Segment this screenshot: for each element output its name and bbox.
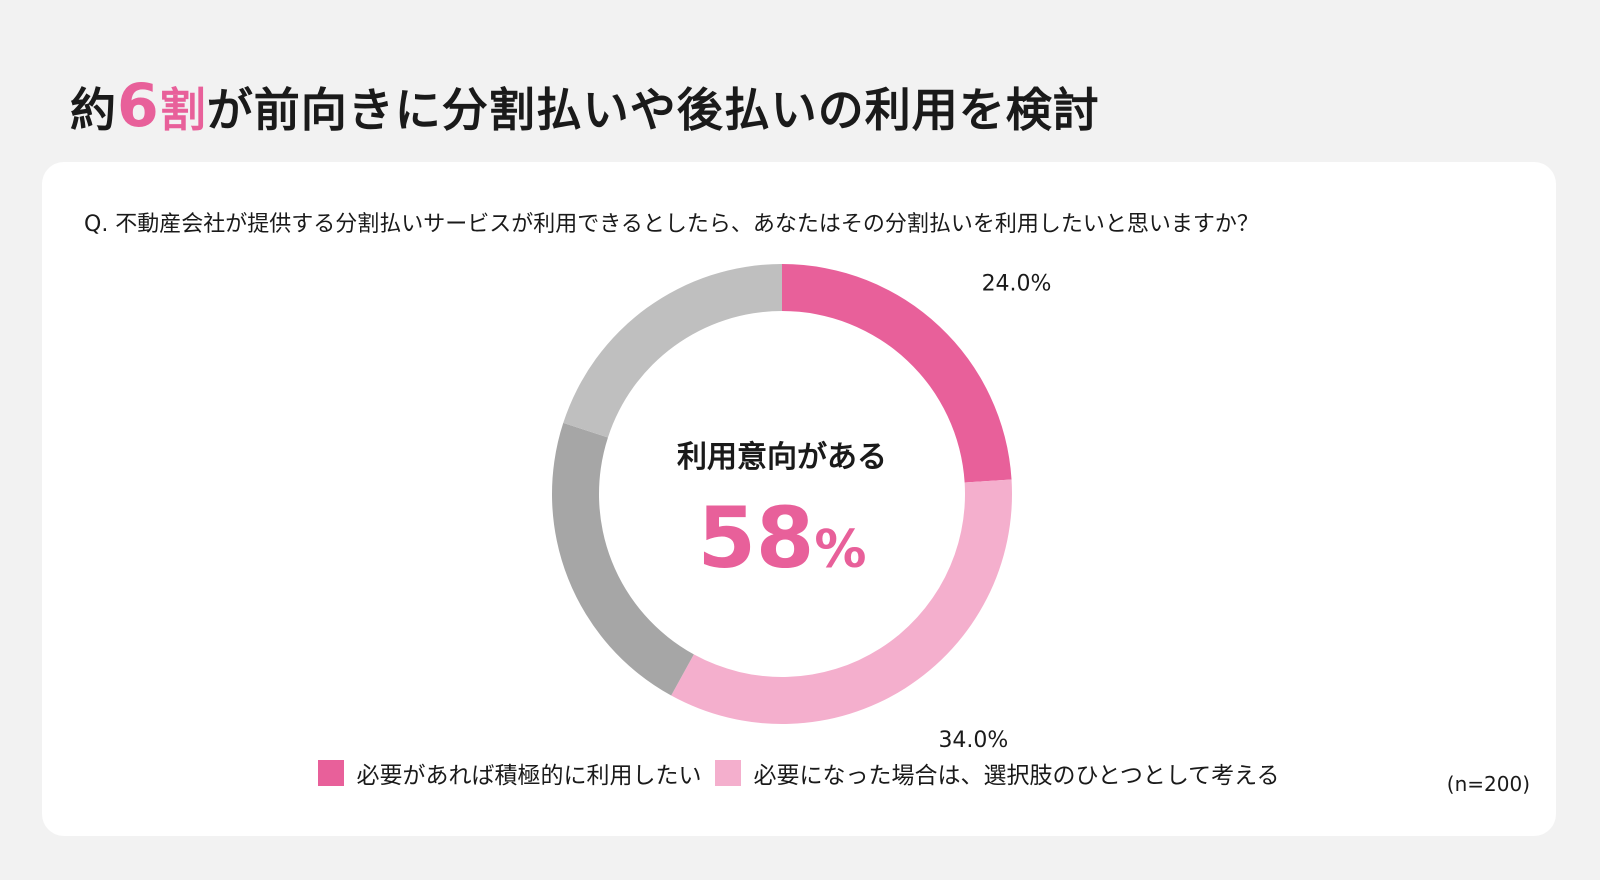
headline-prefix: 約: [70, 83, 117, 137]
donut-slices: [552, 264, 1012, 724]
headline: 約6割が前向きに分割払いや後払いの利用を検討: [70, 76, 1100, 136]
legend-label-active: 必要があれば積極的に利用したい: [356, 763, 702, 789]
headline-number: 6: [117, 71, 160, 141]
legend-swatch-consider: [715, 760, 742, 786]
slice-value-label-0: 24.0%: [982, 272, 1052, 297]
donut-slice-2: [552, 422, 694, 696]
legend: 必要があれば積極的に利用したい 必要になった場合は、選択肢のひとつとして考える: [42, 756, 1556, 790]
legend-label-consider: 必要になった場合は、選択肢のひとつとして考える: [753, 763, 1280, 789]
center-value: 58: [697, 489, 814, 587]
legend-item-active: 必要があれば積極的に利用したい: [318, 756, 701, 790]
headline-rest: が前向きに分割払いや後払いの利用を検討: [206, 83, 1100, 137]
donut-slice-labels: 24.0% 34.0%: [938, 272, 1051, 752]
center-label: 利用意向がある: [677, 440, 887, 475]
donut-slice-0: [782, 264, 1012, 483]
survey-question: Q. 不動産会社が提供する分割払いサービスが利用できるとしたら、あなたはその分割…: [84, 212, 1259, 237]
donut-slice-1: [671, 479, 1012, 724]
donut-slice-3: [563, 264, 782, 438]
headline-unit: 割: [159, 83, 207, 137]
center-unit: %: [814, 520, 866, 580]
sample-size: (n=200): [1446, 772, 1530, 796]
chart-card: Q. 不動産会社が提供する分割払いサービスが利用できるとしたら、あなたはその分割…: [42, 162, 1556, 836]
center-value-group: 58%: [697, 489, 866, 587]
legend-swatch-active: [318, 760, 345, 786]
donut-chart: 24.0% 34.0% 利用意向がある 58%: [552, 264, 1051, 752]
legend-item-consider: 必要になった場合は、選択肢のひとつとして考える: [715, 756, 1280, 790]
slice-value-label-1: 34.0%: [938, 728, 1008, 752]
